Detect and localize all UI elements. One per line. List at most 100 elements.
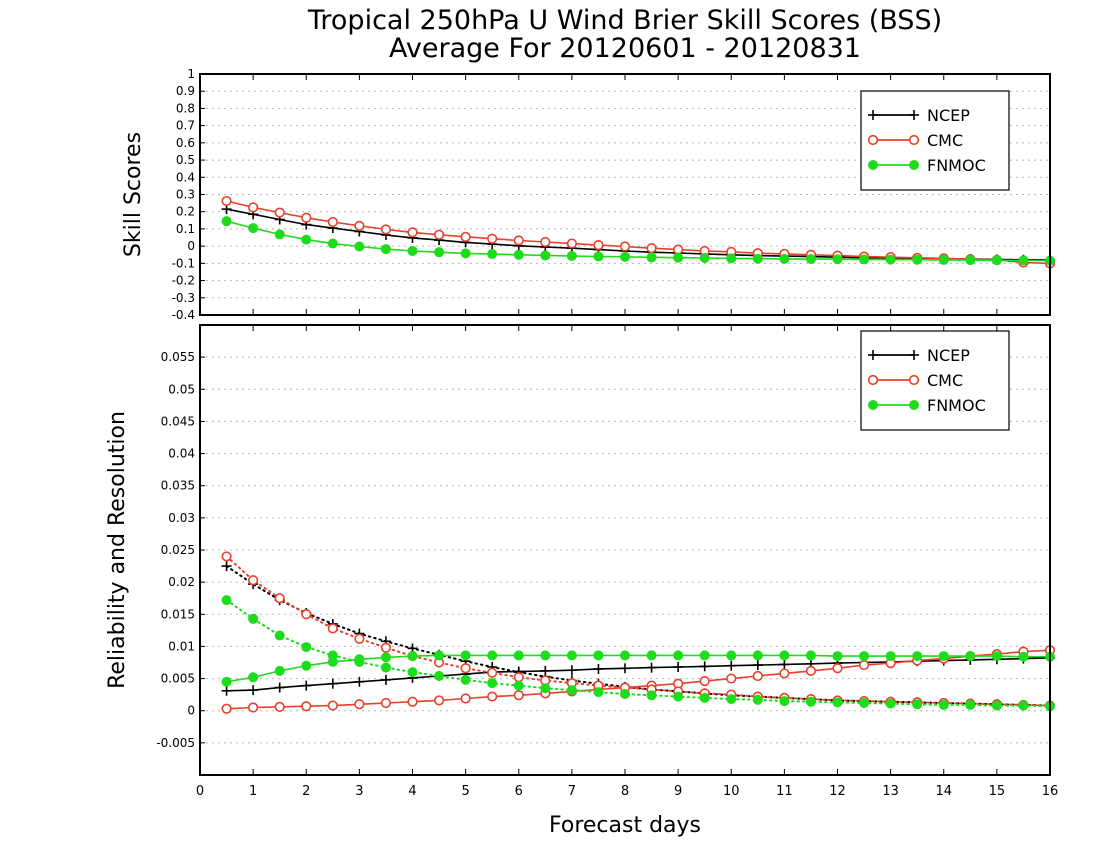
legend: NCEP CMC FNMOC [860,330,1010,431]
data-point [540,250,551,261]
chart-title-line1: Tropical 250hPa U Wind Brier Skill Score… [307,5,942,36]
data-point [726,650,737,661]
y-tick-label: 1 [187,67,195,81]
y-tick-label: 0.055 [161,350,195,364]
data-point [380,224,392,235]
data-point [938,254,949,265]
data-point [832,663,843,674]
data-point [620,650,630,661]
data-point [407,651,418,662]
data-point [327,238,338,249]
data-point [699,650,710,661]
data-point [540,683,551,694]
data-point [460,248,471,259]
series-line [226,200,1051,265]
data-point [327,216,338,228]
reliability-resolution-panel: -0.005 0 0.005 0.01 0.015 0.02 0.025 0.03 0.035 0… [105,324,1059,799]
data-point [673,244,684,255]
data-point [487,667,498,678]
data-point [407,667,418,678]
data-point [620,663,630,674]
x-tick-label: 0 [196,784,204,799]
data-point [965,255,976,266]
data-point [752,670,763,682]
data-point [513,249,524,260]
data-point [354,656,365,667]
data-point [593,650,604,661]
data-point [540,236,551,248]
data-point [460,231,471,242]
data-point [301,212,312,223]
y-tick-label: 0.1 [176,222,195,236]
data-point [726,253,737,264]
data-point [407,696,418,707]
data-point [380,697,392,709]
x-tick-label: 2 [302,784,310,799]
data-point [380,652,391,663]
legend-marker [867,374,879,386]
legend: NCEP CMC FNMOC [860,90,1010,191]
data-point [221,595,232,606]
data-point [646,690,657,701]
y-tick-label: -0.005 [156,736,195,750]
data-point [221,703,232,714]
data-point [433,695,445,706]
data-point [885,698,896,709]
legend-marker [909,160,919,170]
data-point [673,650,684,661]
data-point [912,254,923,265]
data-point [221,676,232,687]
data-point [248,672,259,683]
data-point [619,241,631,252]
y-tick-label: 0.035 [161,479,195,493]
data-point [912,651,923,662]
legend-entry: NCEP [868,106,970,125]
x-tick-label: 1 [249,784,257,799]
data-point [354,633,365,644]
legend-label: CMC [927,371,963,390]
x-tick-label: 6 [515,784,523,799]
y-tick-label: 0.7 [176,119,195,133]
legend-marker [909,110,919,120]
data-point [726,673,737,684]
data-point [433,229,445,240]
data-point [779,253,790,264]
legend-label: FNMOC [927,156,986,175]
data-point [991,700,1002,711]
data-point [274,682,285,693]
series-fnmoc-reliability [221,595,1055,712]
legend-entry: FNMOC [868,156,986,175]
x-tick-label: 16 [1042,784,1059,799]
y-tick-label: 0.05 [168,382,195,396]
legend-label: FNMOC [927,396,986,415]
data-point [248,685,259,696]
data-point [699,661,710,672]
data-point [832,254,843,265]
y-tick-label: 0.5 [176,153,195,167]
data-point [274,593,285,604]
y-tick-label: 0.005 [161,672,195,686]
x-tick-label: 9 [674,784,682,799]
data-point [513,690,524,701]
skill-scores-panel: -0.4 -0.3 -0.2 -0.1 0 0.1 0.2 0.3 0.4 0.5 0.6 0.7 0.… [121,67,1056,322]
x-tick-label: 12 [829,784,846,799]
data-point [487,678,498,689]
data-point [221,561,232,572]
y-tick-label: 0.2 [176,205,195,219]
data-point [991,255,1002,266]
data-point [779,668,790,679]
x-tick-label: 7 [568,784,576,799]
x-tick-label: 13 [882,784,899,799]
data-point [221,195,232,207]
data-point [832,697,843,708]
x-tick-label: 15 [989,784,1006,799]
data-point [859,254,870,265]
data-point [673,691,684,702]
series-line [225,599,1051,708]
data-point [859,651,870,662]
y-tick-label: 0.045 [161,414,195,428]
data-point [407,245,418,256]
y-axis-label: Reliability and Resolution [105,411,130,689]
data-point [513,650,524,661]
series-line [226,208,1051,261]
